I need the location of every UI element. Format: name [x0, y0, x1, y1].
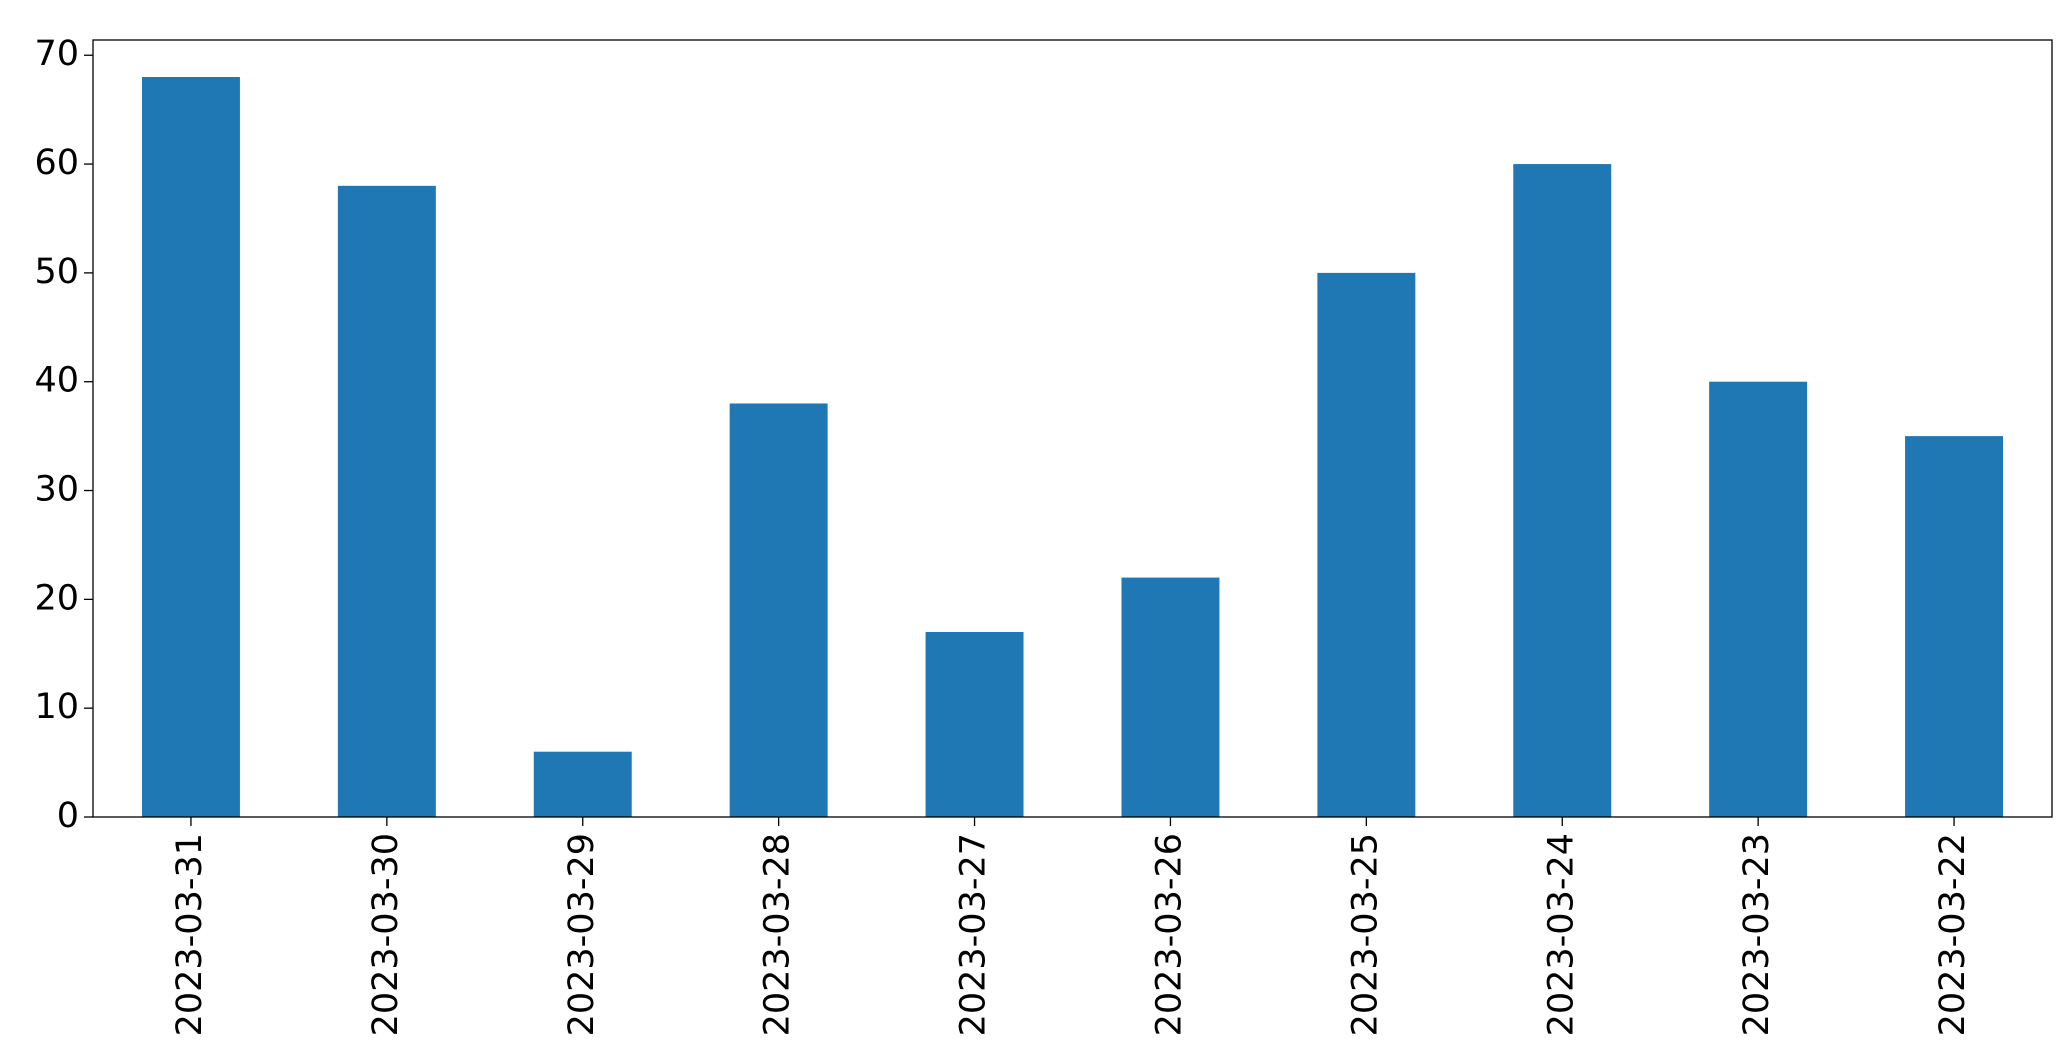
x-tick-label: 2023-03-29	[562, 833, 602, 1036]
x-tick-label: 2023-03-31	[170, 833, 210, 1036]
bar	[729, 403, 828, 817]
bar	[1709, 381, 1808, 817]
bar	[1905, 436, 2004, 817]
bar	[925, 632, 1024, 817]
x-tick-label: 2023-03-30	[366, 833, 406, 1036]
y-tick-label: 30	[34, 470, 79, 510]
y-tick-label: 50	[34, 252, 79, 292]
bar	[1317, 272, 1416, 818]
y-tick-label: 0	[57, 796, 79, 836]
bar	[533, 751, 632, 817]
bar	[141, 77, 240, 817]
y-tick-label: 10	[34, 687, 79, 727]
y-tick-label: 60	[34, 143, 79, 183]
y-tick-label: 20	[34, 578, 79, 618]
x-tick-label: 2023-03-23	[1737, 833, 1777, 1036]
plot-frame	[92, 39, 2053, 818]
bar	[1121, 577, 1220, 817]
x-tick-label: 2023-03-28	[758, 833, 798, 1036]
x-tick-label: 2023-03-25	[1345, 833, 1385, 1036]
y-tick-label: 40	[34, 361, 79, 401]
x-tick-label: 2023-03-22	[1933, 833, 1973, 1036]
bar	[1513, 164, 1612, 817]
x-tick-label: 2023-03-24	[1541, 833, 1581, 1036]
y-tick-label: 70	[34, 34, 79, 74]
x-tick-label: 2023-03-26	[1149, 833, 1189, 1036]
x-tick-label: 2023-03-27	[954, 833, 994, 1036]
bar	[337, 185, 436, 817]
